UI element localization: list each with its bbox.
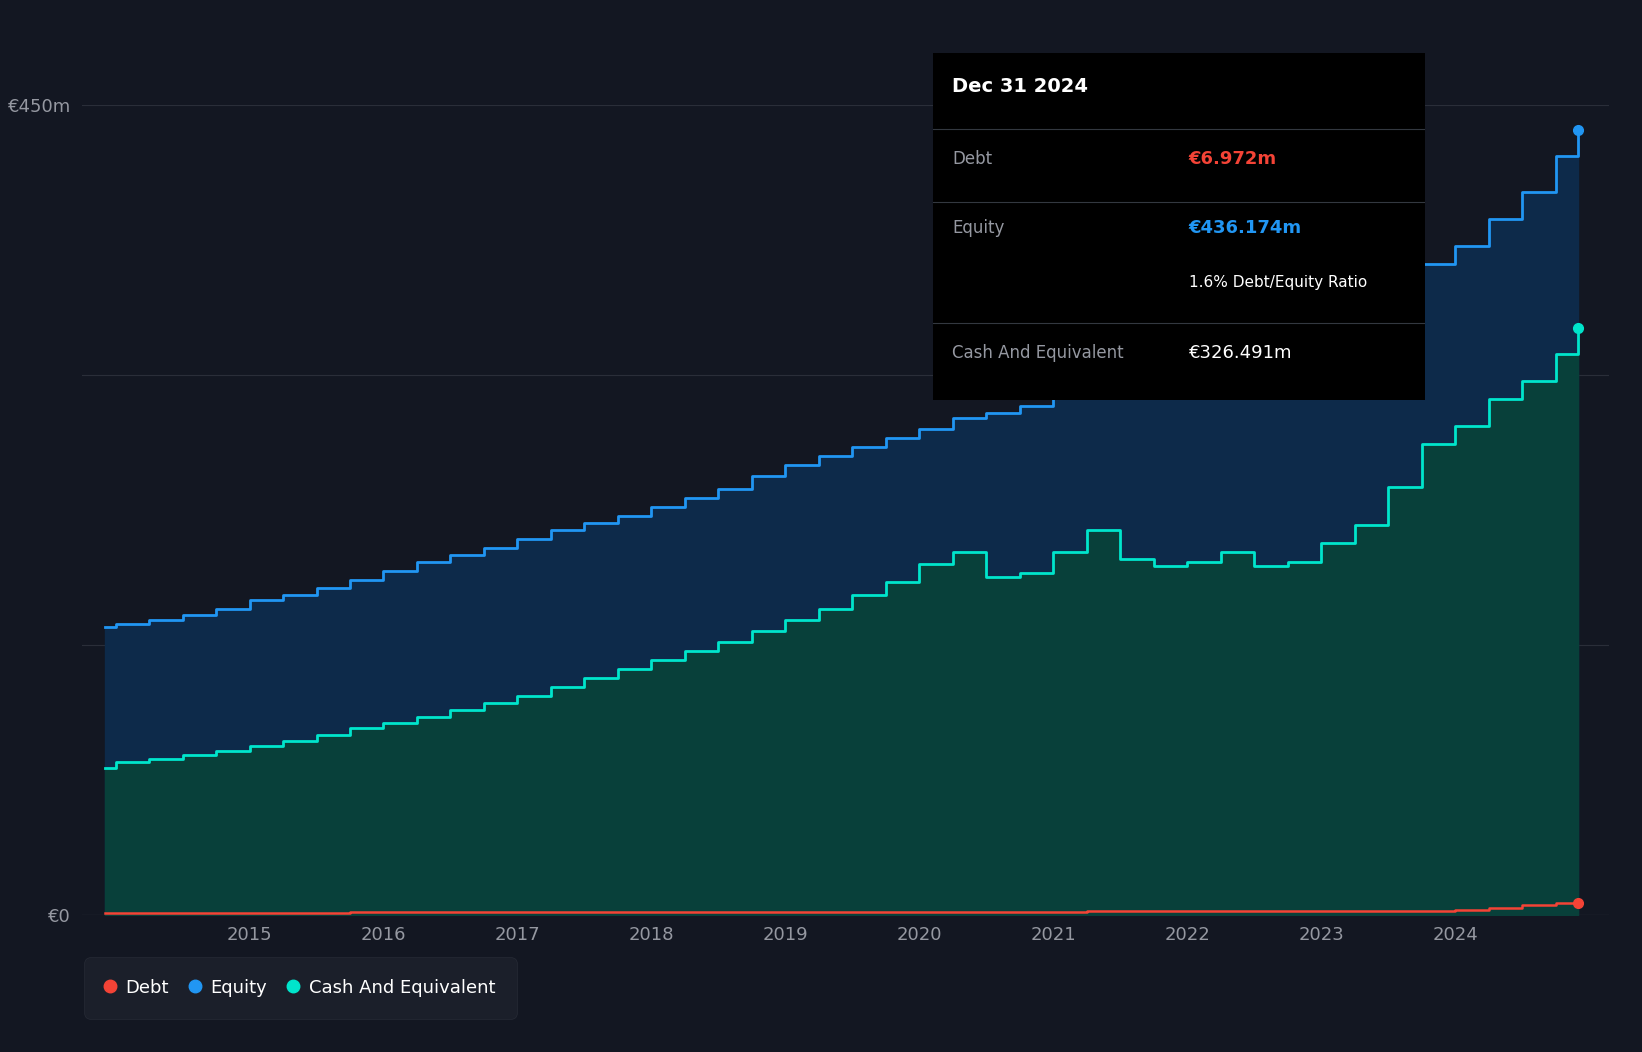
Text: Cash And Equivalent: Cash And Equivalent bbox=[952, 344, 1125, 362]
Text: €6.972m: €6.972m bbox=[1189, 149, 1277, 168]
Text: Dec 31 2024: Dec 31 2024 bbox=[952, 77, 1089, 96]
Text: Equity: Equity bbox=[952, 219, 1005, 238]
Text: 1.6% Debt/Equity Ratio: 1.6% Debt/Equity Ratio bbox=[1189, 275, 1368, 289]
Text: €326.491m: €326.491m bbox=[1189, 344, 1292, 362]
Legend: Debt, Equity, Cash And Equivalent: Debt, Equity, Cash And Equivalent bbox=[90, 965, 509, 1012]
Text: Debt: Debt bbox=[952, 149, 992, 168]
Text: €436.174m: €436.174m bbox=[1189, 219, 1302, 238]
